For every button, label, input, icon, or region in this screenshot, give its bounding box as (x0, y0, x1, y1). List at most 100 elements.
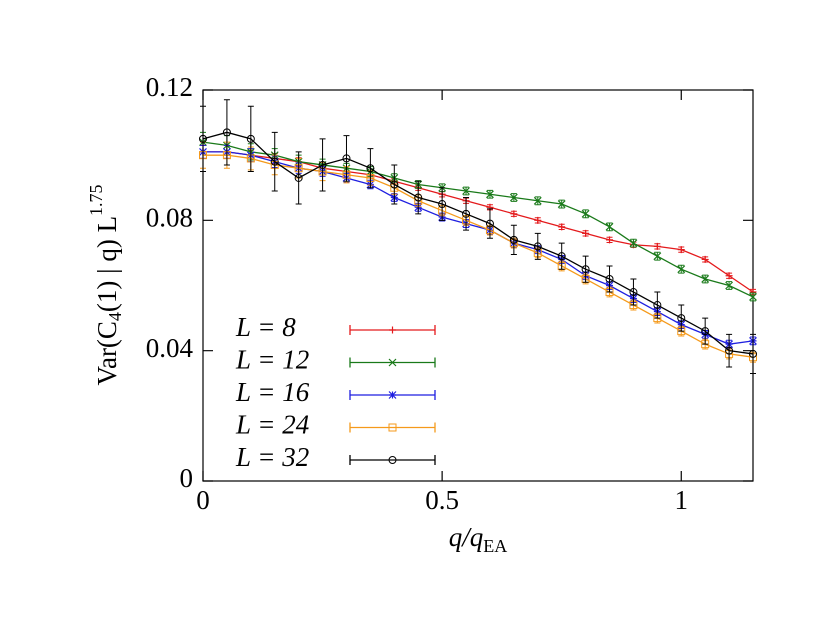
marker (605, 274, 614, 283)
legend-sample (349, 422, 436, 433)
legend-label: L = 8 (235, 312, 296, 342)
marker (582, 229, 590, 237)
marker (366, 164, 375, 173)
legend-label: L = 24 (235, 410, 309, 440)
marker (462, 209, 471, 218)
series-line (202, 141, 754, 298)
marker (246, 134, 255, 143)
y-axis-label: Var(C4(1) | q) L1.75 (86, 184, 125, 385)
marker (677, 246, 685, 254)
error-bar (367, 148, 374, 189)
marker (749, 292, 757, 301)
x-axis-label: q/qEA (449, 522, 508, 556)
marker (342, 154, 351, 163)
marker (629, 288, 638, 297)
y-tick-label: 0 (180, 463, 194, 493)
error-bar (439, 187, 446, 221)
marker (222, 128, 231, 137)
marker (629, 239, 638, 248)
error-bar (750, 333, 756, 374)
marker (701, 327, 710, 336)
series-line (202, 131, 754, 355)
marker (725, 281, 734, 290)
x-tick-label: 1 (675, 485, 689, 515)
plot-frame (202, 89, 754, 482)
marker (509, 235, 518, 244)
marker (462, 187, 470, 195)
legend-marker (388, 358, 397, 367)
marker (318, 160, 327, 169)
error-bar (726, 333, 733, 368)
marker (653, 242, 661, 250)
marker (701, 255, 709, 263)
legend-marker (388, 423, 397, 432)
marker (581, 265, 590, 274)
marker (725, 346, 734, 355)
marker (557, 200, 566, 208)
marker (534, 216, 542, 224)
error-bar (534, 232, 541, 260)
marker (509, 193, 518, 202)
legend-label: L = 12 (235, 345, 309, 375)
error-bar (343, 135, 350, 182)
marker (677, 314, 686, 323)
error-bar (463, 197, 470, 231)
marker (557, 252, 566, 261)
marker (199, 134, 207, 143)
y-tick-label: 0.08 (146, 203, 193, 233)
error-bar (271, 131, 278, 192)
error-bar (200, 105, 206, 172)
marker (533, 242, 542, 251)
marker (510, 210, 518, 218)
error-bar (247, 105, 254, 172)
series (199, 99, 757, 374)
marker (270, 157, 279, 166)
y-label-sub: 4 (105, 312, 125, 321)
marker (653, 252, 662, 261)
legend-marker (388, 456, 397, 464)
error-bar (582, 255, 589, 283)
marker (653, 301, 662, 310)
error-bar (606, 265, 613, 293)
marker (485, 219, 494, 228)
marker (725, 272, 733, 280)
marker (581, 209, 590, 218)
error-bar (486, 208, 493, 239)
error-bar (702, 317, 709, 345)
error-bar (319, 138, 326, 192)
error-bar (630, 278, 637, 306)
legend-marker (388, 391, 397, 399)
error-bar (558, 242, 565, 270)
error-bar (678, 304, 685, 332)
error-bar (415, 180, 422, 215)
x-label-sub: EA (483, 536, 507, 556)
marker (558, 223, 566, 231)
marker (414, 193, 423, 202)
y-label-sup: 1.75 (86, 184, 106, 216)
marker (606, 236, 614, 244)
x-tick-label: 0 (196, 485, 210, 515)
y-label-rest: (1) | q) L (92, 216, 122, 312)
marker (294, 173, 303, 182)
x-label-main: q/q (449, 522, 484, 552)
marker (701, 275, 710, 283)
error-bar (391, 164, 398, 205)
marker (390, 180, 399, 189)
marker (677, 265, 686, 274)
marker (486, 190, 494, 199)
legend-marker (389, 326, 396, 334)
y-tick-label: 0.04 (146, 333, 194, 363)
error-bar (295, 151, 302, 205)
series (199, 131, 757, 302)
error-bar (654, 291, 661, 319)
legend-sample (349, 455, 436, 465)
legend-label: L = 32 (235, 442, 309, 472)
series-line (203, 151, 754, 293)
marker (438, 200, 447, 209)
error-bar (510, 224, 517, 256)
marker (749, 349, 757, 358)
error-bar (223, 99, 230, 166)
y-label-main: Var(C (92, 321, 122, 385)
x-tick-label: 0.5 (425, 485, 459, 515)
